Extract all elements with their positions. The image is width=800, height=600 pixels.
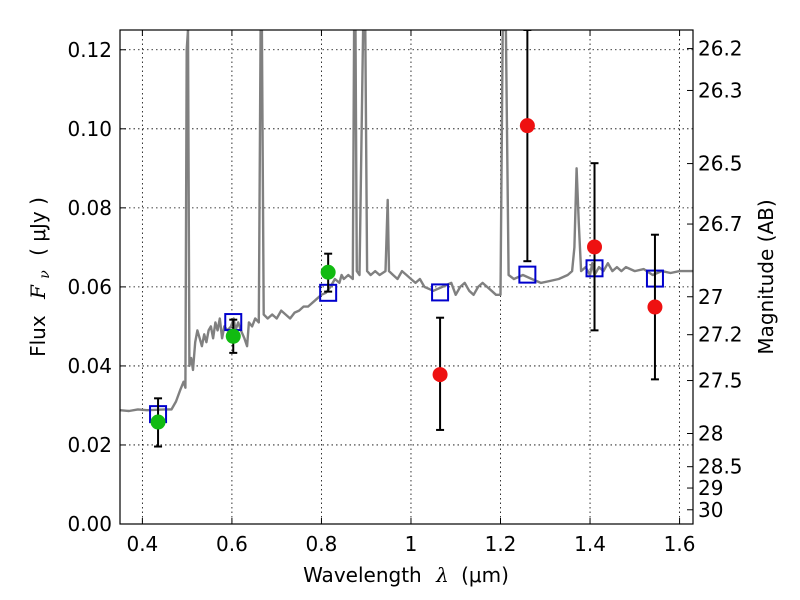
y2-tick-label: 26.5	[698, 152, 743, 176]
optical-point	[225, 328, 241, 344]
y-tick-label: 0.06	[67, 275, 112, 299]
x-tick-label: 1.2	[485, 532, 517, 556]
data-layer	[120, 30, 693, 448]
model-box	[518, 265, 537, 284]
x-tick-label: 0.4	[126, 532, 158, 556]
y-tick-label: 0.10	[67, 117, 112, 141]
model-box	[431, 283, 450, 302]
x-tick-label: 0.8	[306, 532, 338, 556]
nir-point	[432, 367, 448, 383]
y-axis-title: Flux F ν ( μJy )	[26, 197, 54, 357]
optical-point	[320, 264, 336, 280]
y2-tick-label: 27.2	[698, 323, 743, 347]
x-tick-label: 0.6	[216, 532, 248, 556]
grid-lines	[120, 30, 693, 525]
plot-area	[120, 30, 693, 524]
y2-tick-label: 26.2	[698, 37, 743, 61]
plot-frame	[119, 29, 694, 525]
y-tick-label: 0.00	[67, 512, 112, 536]
y2-axis-title: Magnitude (AB)	[754, 199, 778, 354]
x-axis-title: Wavelength λ (μm)	[303, 563, 509, 587]
nir-point	[519, 118, 535, 134]
x-tick-label: 1.4	[574, 532, 606, 556]
y2-tick-label: 28	[698, 421, 723, 445]
y2-tick-label: 26.7	[698, 212, 743, 236]
y2-tick-label: 29	[698, 476, 723, 500]
y2-tick-label: 28.5	[698, 455, 743, 479]
nir-point	[587, 239, 603, 255]
spectrum-line	[120, 30, 693, 413]
y2-tick-label: 27	[698, 285, 723, 309]
y2-tick-label: 26.3	[698, 78, 743, 102]
y-tick-label: 0.04	[67, 354, 112, 378]
nir-point	[647, 299, 663, 315]
y2-tick-label: 27.5	[698, 369, 743, 393]
axes: 0.4 0.6 0.8 1 1.2 1.4 1.6 0.00 0.02 0.04 0.06 0.08 0…	[67, 30, 743, 556]
x-tick-label: 1.6	[664, 532, 696, 556]
y2-tick-label: 30	[698, 498, 723, 522]
y-tick-label: 0.12	[67, 38, 112, 62]
y-tick-label: 0.08	[67, 196, 112, 220]
y-tick-label: 0.02	[67, 433, 112, 457]
optical-point	[150, 414, 166, 430]
x-tick-label: 1	[405, 532, 418, 556]
